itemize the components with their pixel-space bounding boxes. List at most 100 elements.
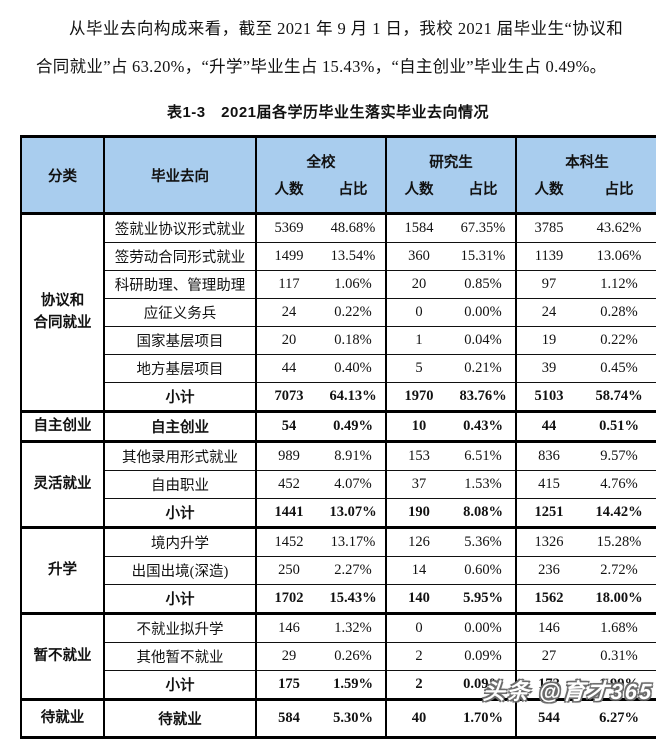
ratio-cell: 4.76% [581,470,656,499]
ratio-cell: 83.76% [451,382,516,412]
destination-cell: 境内升学 [103,526,256,557]
ratio-cell: 0.00% [451,298,516,327]
count-cell: 5369 [255,213,321,243]
count-cell: 27 [515,642,581,671]
table-header: 分类 毕业去向 全校 研究生 本科生 人数 占比 人数 占比 人数 占比 [21,136,656,215]
ratio-cell: 0.26% [321,642,386,671]
count-cell: 24 [255,298,321,327]
header-group-undergraduate: 本科生 [515,136,656,174]
destination-cell: 国家基层项目 [103,326,256,355]
destination-cell: 小计 [103,498,256,528]
count-cell: 452 [255,470,321,499]
count-cell: 1326 [515,526,581,557]
table-row: 灵活就业 其他录用形式就业 989 8.91% 153 6.51% 836 9.57% [21,440,656,528]
category-cell: 暂不就业 [21,612,104,700]
ratio-cell: 18.00% [581,584,656,614]
count-cell: 250 [255,556,321,585]
ratio-cell: 0.09% [451,642,516,671]
count-cell: 146 [255,612,321,643]
ratio-cell: 2.72% [581,556,656,585]
ratio-cell: 0.45% [581,354,656,383]
ratio-cell: 1.06% [321,270,386,299]
count-cell: 7073 [255,382,321,412]
count-cell: 14 [385,556,451,585]
destination-cell: 签就业协议形式就业 [103,213,256,243]
ratio-cell: 64.13% [321,382,386,412]
count-cell: 44 [255,354,321,383]
count-cell: 19 [515,326,581,355]
table-row: 协议和 合同就业 签就业协议形式就业 5369 48.68% 1584 67.35% 3785… [21,213,656,412]
ratio-cell: 0.22% [581,326,656,355]
count-cell: 5 [385,354,451,383]
destination-cell: 小计 [103,382,256,412]
count-cell: 44 [515,410,581,442]
destination-cell: 应征义务兵 [103,298,256,327]
ratio-cell: 0.51% [581,410,656,442]
table-row: 国家基层项目 20 0.18% 1 0.04% 19 0.22% [21,326,656,355]
table-row: 小计 175 1.59% 2 0.09% 173 1.99% [21,670,656,700]
ratio-cell: 2.27% [321,556,386,585]
ratio-cell: 4.07% [321,470,386,499]
destination-cell: 地方基层项目 [103,354,256,383]
ratio-cell: 0.00% [451,612,516,643]
count-cell: 1251 [515,498,581,528]
intro-paragraph: 从毕业去向构成来看，截至 2021 年 9 月 1 日，我校 2021 届毕业生… [36,19,623,76]
ratio-cell: 6.27% [581,698,656,738]
category-cell: 灵活就业 [21,440,104,528]
count-cell: 39 [515,354,581,383]
ratio-cell: 0.43% [451,410,516,442]
category-cell: 协议和 合同就业 [21,213,104,412]
count-cell: 126 [385,526,451,557]
count-cell: 836 [515,440,581,471]
ratio-cell: 5.30% [321,698,386,738]
destination-cell: 其他录用形式就业 [103,440,256,471]
table-row: 签劳动合同形式就业 1499 13.54% 360 15.31% 1139 13.06% [21,242,656,271]
table-body: 协议和 合同就业 签就业协议形式就业 5369 48.68% 1584 67.35% 3785… [21,213,656,738]
count-cell: 1970 [385,382,451,412]
header-count: 人数 [515,174,581,215]
table-title: 表1-3 2021届各学历毕业生落实毕业去向情况 [166,104,490,121]
table-row: 小计 1702 15.43% 140 5.95% 1562 18.00% [21,584,656,614]
ratio-cell: 43.62% [581,213,656,243]
ratio-cell: 0.28% [581,298,656,327]
ratio-cell: 0.21% [451,354,516,383]
table-row: 暂不就业 不就业拟升学 146 1.32% 0 0.00% 146 1.68% [21,612,656,700]
ratio-cell: 6.51% [451,440,516,471]
destination-cell: 自主创业 [103,410,256,442]
header-ratio: 占比 [321,174,386,215]
destination-cell: 科研助理、管理助理 [103,270,256,299]
header-group-graduate: 研究生 [385,136,516,174]
count-cell: 1139 [515,242,581,271]
header-count: 人数 [385,174,451,215]
header-group-school: 全校 [255,136,386,174]
ratio-cell: 0.22% [321,298,386,327]
ratio-cell: 1.53% [451,470,516,499]
table-row: 地方基层项目 44 0.40% 5 0.21% 39 0.45% [21,354,656,383]
ratio-cell: 0.60% [451,556,516,585]
count-cell: 29 [255,642,321,671]
count-cell: 140 [385,584,451,614]
count-cell: 236 [515,556,581,585]
ratio-cell: 0.85% [451,270,516,299]
destination-cell: 签劳动合同形式就业 [103,242,256,271]
count-cell: 360 [385,242,451,271]
count-cell: 415 [515,470,581,499]
category-cell: 自主创业 [21,410,104,442]
count-cell: 54 [255,410,321,442]
ratio-cell: 5.36% [451,526,516,557]
destination-table: 分类 毕业去向 全校 研究生 本科生 人数 占比 人数 占比 人数 占比 协议和… [20,135,656,739]
count-cell: 0 [385,612,451,643]
destination-cell: 待就业 [103,698,256,738]
ratio-cell: 5.95% [451,584,516,614]
destination-cell: 小计 [103,584,256,614]
header-ratio: 占比 [451,174,516,215]
ratio-cell: 0.49% [321,410,386,442]
ratio-cell: 13.54% [321,242,386,271]
count-cell: 175 [255,670,321,700]
ratio-cell: 48.68% [321,213,386,243]
count-cell: 584 [255,698,321,738]
count-cell: 1584 [385,213,451,243]
ratio-cell: 1.99% [581,670,656,700]
count-cell: 0 [385,298,451,327]
ratio-cell: 14.42% [581,498,656,528]
